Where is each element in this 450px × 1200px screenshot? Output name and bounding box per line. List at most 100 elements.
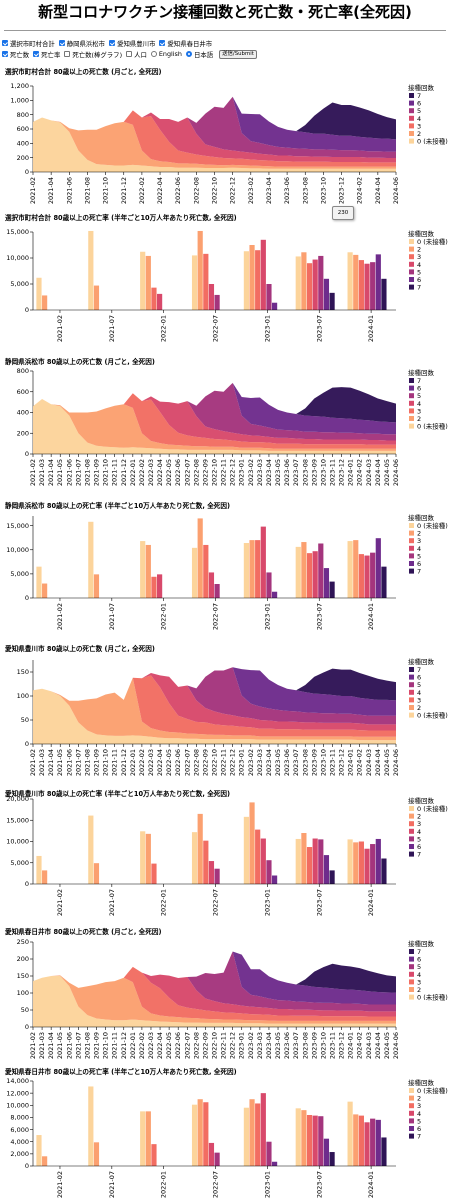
y-tick-label: 15,000 [6, 522, 29, 530]
x-tick-label: 2024-01 [347, 459, 355, 486]
x-tick-label: 2021-02 [56, 1171, 64, 1198]
legend-label: 6 [417, 956, 421, 964]
option-checkbox-deaths[interactable]: 死亡数 [2, 50, 29, 59]
checkbox-icon[interactable] [2, 40, 8, 46]
radio-icon[interactable] [150, 51, 157, 57]
legend-swatch-4 [409, 400, 414, 406]
checkbox-icon[interactable] [159, 40, 166, 46]
legend-swatch-2 [409, 705, 414, 710]
y-axis: 0 50 100 150 200 250 [17, 938, 34, 1031]
x-tick-label: 2021-02 [29, 459, 37, 486]
bar-0 [243, 251, 249, 310]
x-tick-label: 2022-12 [229, 1032, 237, 1059]
language-radio-japanese[interactable]: 日本語 [185, 50, 213, 59]
bar-4 [260, 1093, 266, 1166]
bar-2 [249, 540, 255, 598]
submit-button[interactable]: 送信/Submit [219, 49, 257, 59]
legend-label: 6 [417, 560, 421, 568]
bar-2 [197, 518, 203, 598]
bar-4 [364, 263, 370, 310]
legend-swatch-3 [409, 123, 414, 129]
checkbox-icon[interactable] [109, 40, 116, 46]
legend-label: 5 [417, 392, 421, 400]
checkbox-icon[interactable] [64, 51, 71, 57]
legend-label: 3 [417, 696, 421, 704]
y-tick-label: 150 [17, 972, 29, 980]
legend-label: 5 [417, 268, 421, 276]
x-tick-label: 2024-01 [347, 749, 355, 776]
x-tick-label: 2021-02 [29, 177, 37, 204]
legend-label: 6 [417, 674, 421, 682]
bar-5 [318, 255, 324, 310]
legend-swatch-6 [409, 1126, 414, 1131]
y-tick-label: 5,000 [10, 280, 29, 288]
legend-swatch-2 [409, 246, 414, 252]
y-tick-label: 10,000 [6, 838, 29, 846]
bar-3 [306, 553, 313, 598]
legend-label: 0 (未接種) [417, 1086, 448, 1095]
bar-7 [381, 278, 387, 310]
y-tick-label: 100 [17, 692, 29, 700]
series-area-4 [33, 672, 396, 731]
x-tick-label: 2023-01 [238, 1032, 246, 1059]
checkbox-icon[interactable] [33, 51, 40, 57]
plot-area [33, 667, 396, 744]
bar-0 [191, 547, 198, 598]
x-tick-label: 2021-05 [56, 749, 64, 776]
checkbox-icon[interactable] [58, 40, 65, 46]
x-tick-label: 2022-01 [160, 315, 168, 342]
x-tick-label: 2024-03 [365, 749, 373, 776]
legend-label: 3 [417, 407, 421, 415]
checkbox-icon[interactable] [126, 51, 133, 57]
legend-label: 2 [417, 986, 421, 994]
legend-swatch-7 [409, 93, 414, 98]
bar-5 [266, 572, 272, 598]
x-tick-label: 2022-07 [212, 315, 220, 342]
x-tick-label: 2023-07 [292, 459, 300, 486]
x-tick-label: 2021-02 [56, 889, 64, 916]
legend-title: 接種回数 [408, 83, 435, 92]
x-tick-label: 2021-10 [102, 1032, 110, 1059]
region-checkbox-toyokawa[interactable]: 愛知県豊川市 [109, 39, 155, 48]
bar-2 [93, 285, 100, 310]
bar-4 [208, 1142, 215, 1166]
option-checkbox-death-rate[interactable]: 死亡率 [33, 50, 60, 59]
region-checkbox-hamamatsu[interactable]: 静岡県浜松市 [58, 39, 105, 48]
legend-label: 0 (未接種) [417, 237, 448, 246]
bar-0 [347, 541, 353, 598]
x-tick-label: 2021-09 [93, 749, 101, 776]
bar-0 [347, 252, 353, 310]
language-radio-english[interactable]: English [150, 50, 182, 58]
bar-2 [301, 542, 307, 598]
x-tick-label: 2023-04 [265, 459, 273, 486]
x-tick-label: 2022-08 [192, 749, 200, 776]
region-checkbox-kasugai[interactable]: 愛知県春日井市 [159, 39, 212, 48]
y-tick-label: 150 [17, 668, 29, 676]
y-tick-label: 50 [21, 1006, 29, 1014]
radio-icon[interactable] [185, 51, 192, 57]
option-checkbox-deaths-bar[interactable]: 死亡数(棒グラフ) [64, 50, 122, 59]
x-tick-label: 2024-02 [356, 749, 364, 776]
y-tick-label: 200 [17, 955, 29, 963]
x-tick-label: 2022-06 [174, 177, 182, 204]
region-checkbox-total[interactable]: 選択市町村合計 [2, 39, 55, 48]
bar-6 [323, 1138, 330, 1166]
bar-4 [312, 838, 318, 884]
x-tick-label: 2024-05 [383, 749, 391, 776]
y-axis: 0 200 400 600 800 [17, 367, 34, 458]
bar-4 [260, 526, 266, 598]
checkbox-label: 死亡数 [10, 50, 30, 59]
bar-6 [271, 591, 278, 598]
x-tick-label: 2022-04 [156, 177, 164, 204]
x-tick-label: 2024-02 [356, 459, 364, 486]
x-tick-label: 2022-03 [147, 459, 155, 486]
x-tick-label: 2023-03 [256, 749, 264, 776]
legend-swatch-2 [409, 131, 414, 136]
bar-3 [255, 250, 261, 310]
bar-0 [140, 541, 146, 598]
legend-label: 5 [417, 107, 421, 115]
checkbox-icon[interactable] [2, 51, 8, 57]
option-checkbox-population[interactable]: 人口 [126, 50, 147, 59]
